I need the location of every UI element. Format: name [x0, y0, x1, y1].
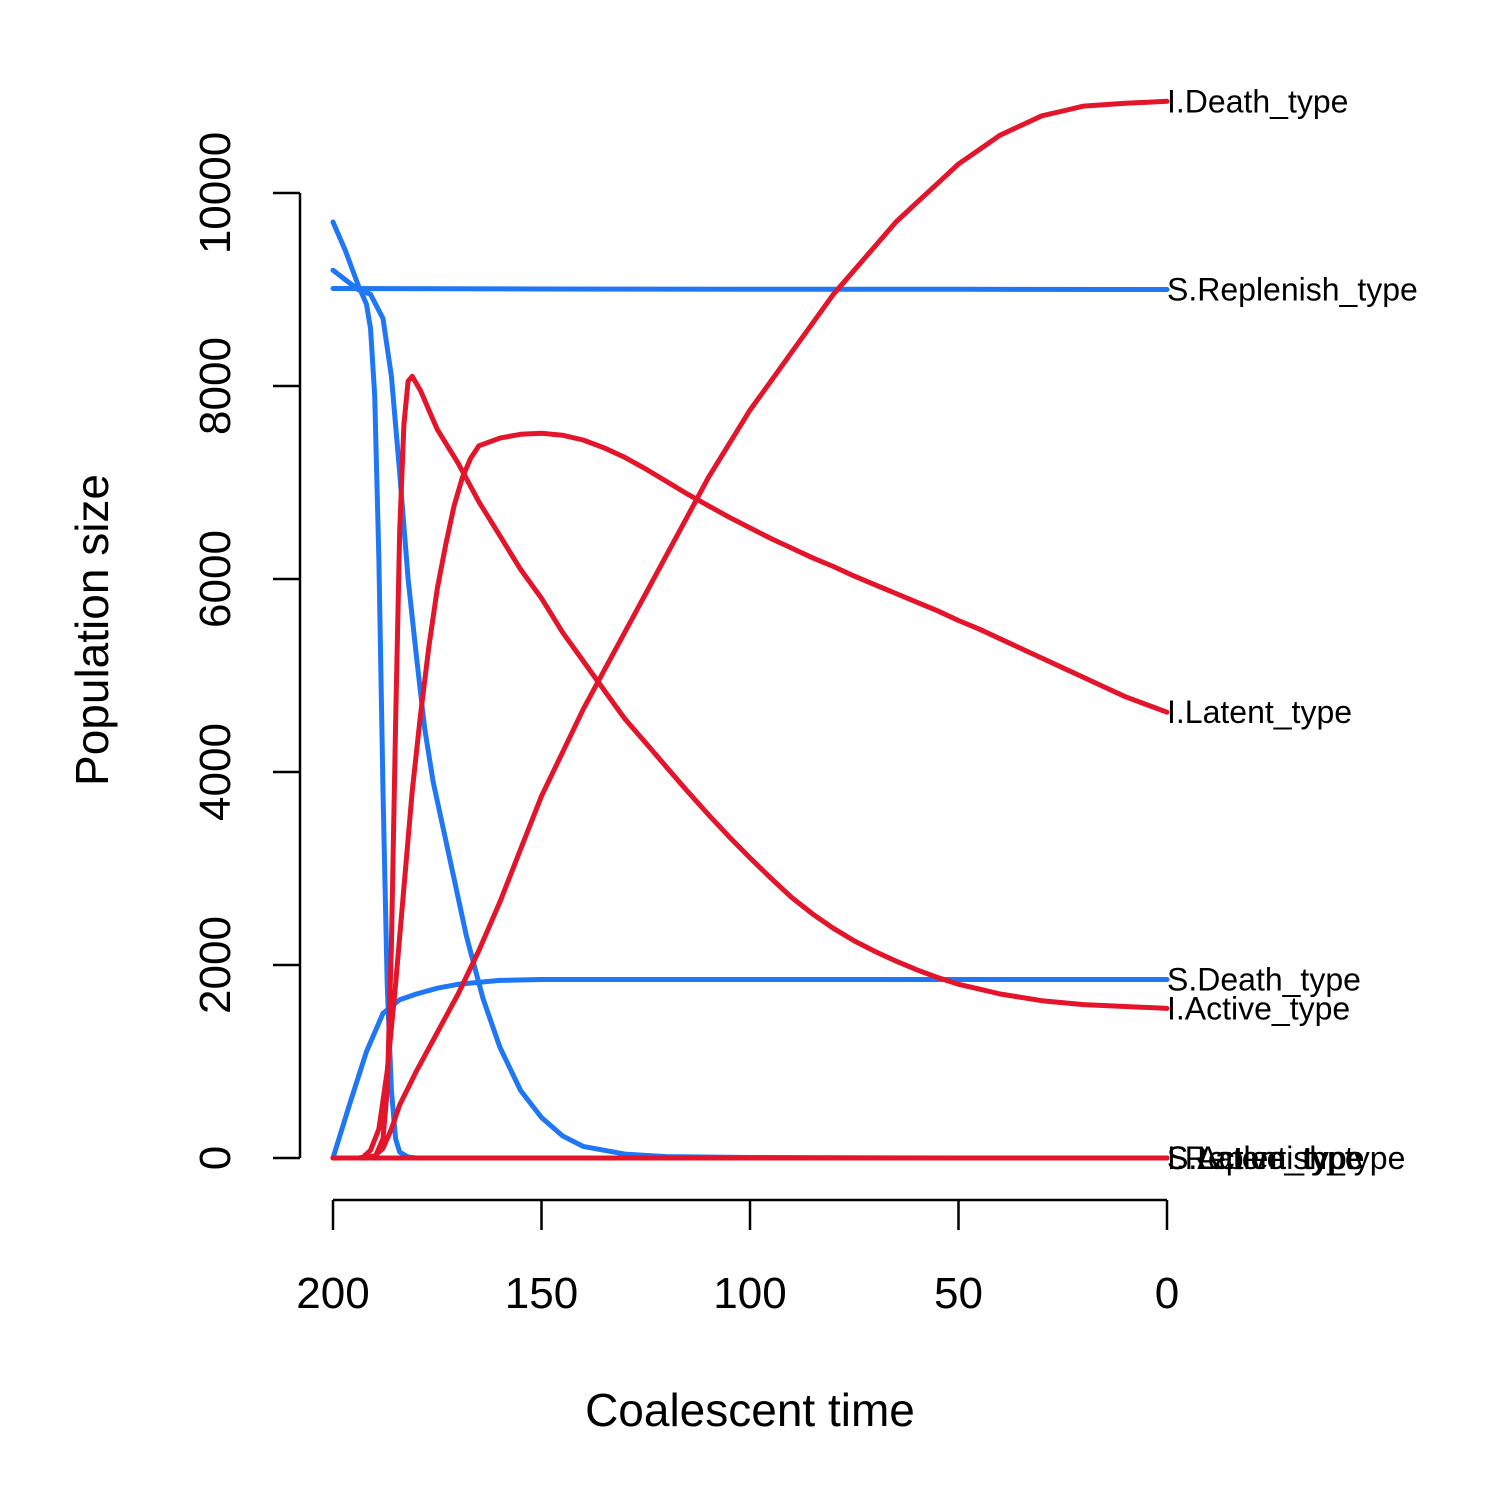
end-label-s-latent-type: S.Latent_type — [1167, 1140, 1364, 1176]
x-tick-label: 0 — [1155, 1269, 1179, 1318]
end-label-s-replenish-type: S.Replenish_type — [1167, 272, 1418, 308]
series-line-i-death-type — [330, 98, 1170, 1161]
end-label-i-death-type: I.Death_type — [1167, 83, 1348, 119]
end-label-i-replenish-type: I.Replenish_type — [1167, 1140, 1405, 1176]
end-label-i-active-type: I.Active_type — [1167, 990, 1350, 1026]
series-line-s-death-type — [330, 977, 1170, 1161]
end-label-s-death-type: S.Death_type — [1167, 961, 1361, 997]
series-end-labels: S.Replenish_type S.Death_type S.Latent_typ… — [1167, 83, 1418, 1176]
x-tick-label: 150 — [505, 1269, 578, 1318]
y-tick-label: 0 — [191, 1146, 240, 1170]
x-axis-title: Coalescent time — [585, 1384, 915, 1436]
x-tick-label: 100 — [713, 1269, 786, 1318]
x-tick-label: 50 — [934, 1269, 983, 1318]
y-tick-label: 2000 — [191, 916, 240, 1014]
axes: 0 2000 4000 6000 8000 10000 200 150 100 50 0 — [191, 132, 1179, 1318]
y-axis-title: Population size — [66, 474, 118, 786]
end-label-i-latent-type: I.Latent_type — [1167, 694, 1352, 730]
y-tick-label: 6000 — [191, 530, 240, 628]
y-tick-label: 4000 — [191, 723, 240, 821]
y-tick-label: 10000 — [191, 132, 240, 254]
y-tick-label: 8000 — [191, 337, 240, 435]
series-line-s-replenish-type — [330, 286, 1170, 292]
series-line-s-latent-type — [330, 219, 1170, 1161]
series-line-i-active-type — [330, 373, 1170, 1161]
series-line-i-latent-type — [330, 430, 1170, 1161]
series-lines — [330, 98, 1170, 1161]
series-line-s-active-type — [330, 267, 1170, 1161]
end-label-s-active-type: S.Active_type — [1167, 1140, 1363, 1176]
x-tick-label: 200 — [296, 1269, 369, 1318]
